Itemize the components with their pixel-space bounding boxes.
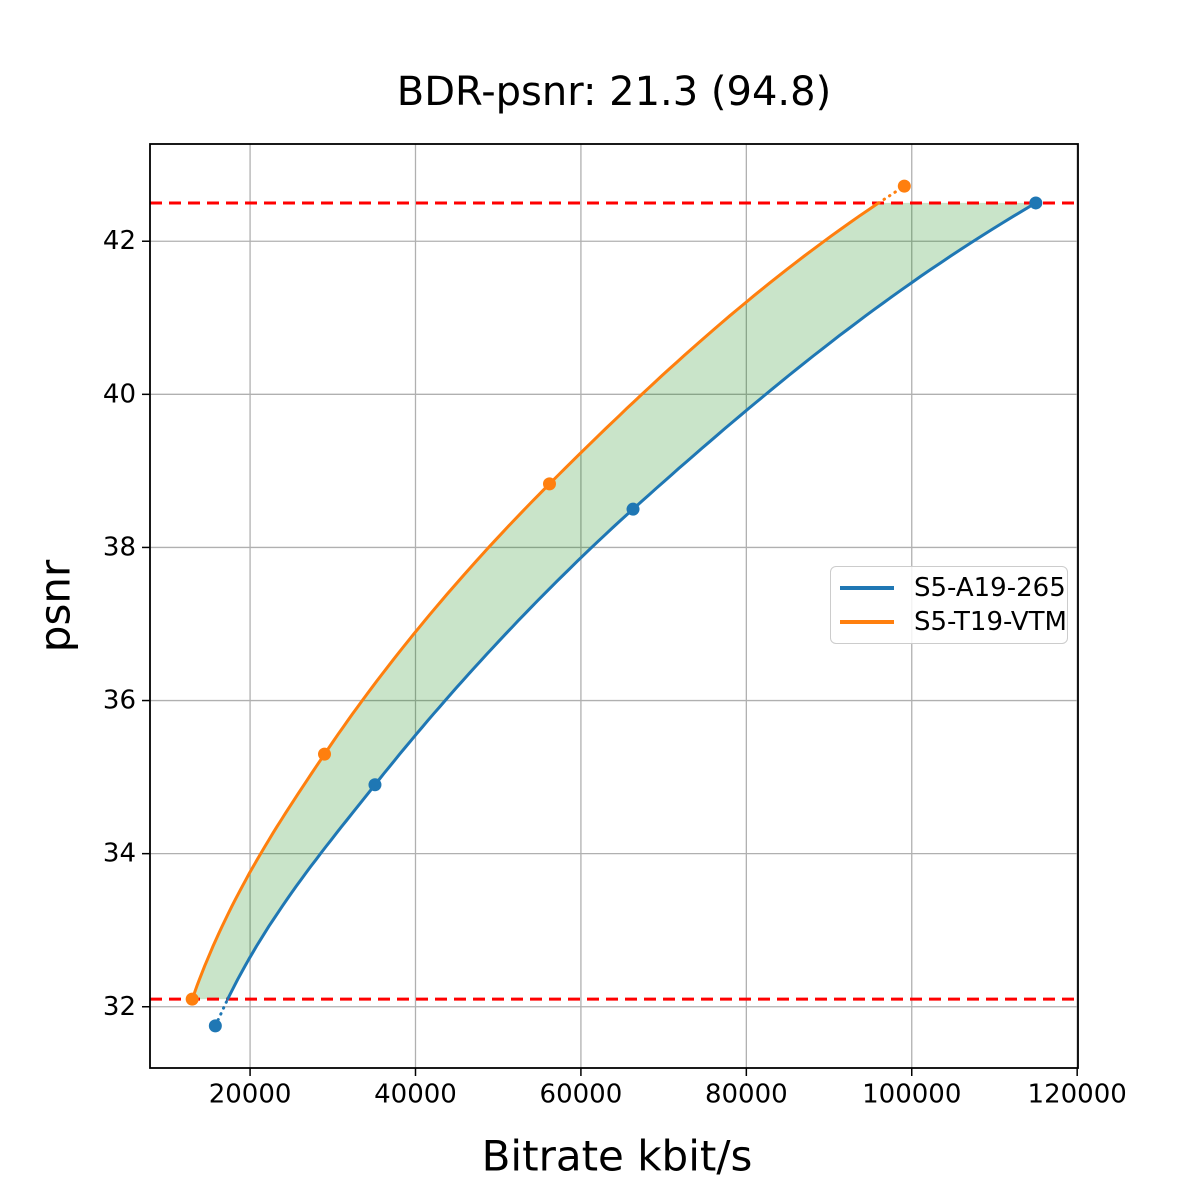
data-point-marker [368, 778, 382, 792]
legend: S5-A19-265 S5-T19-VTM [830, 566, 1068, 644]
chart-title: BDR-psnr: 21.3 (94.8) [396, 69, 832, 115]
data-point-marker [208, 1019, 222, 1033]
x-tick-label: 40000 [374, 1079, 457, 1109]
y-tick-label: 38 [103, 532, 136, 562]
y-tick-label: 40 [103, 379, 136, 409]
legend-item: S5-T19-VTM [840, 609, 1067, 635]
data-point-marker [185, 992, 199, 1006]
legend-label: S5-A19-265 [914, 573, 1066, 603]
y-tick-label: 36 [103, 686, 136, 716]
series-curve [226, 201, 1038, 1001]
legend-line-sample [840, 620, 894, 624]
x-axis-label: Bitrate kbit/s [481, 1131, 753, 1181]
legend-line-sample [840, 586, 894, 590]
y-tick-label: 32 [103, 992, 136, 1022]
legend-label: S5-T19-VTM [914, 607, 1067, 637]
x-tick-label: 100000 [862, 1079, 961, 1109]
y-tick-label: 42 [103, 226, 136, 256]
axes-spines [149, 143, 1079, 1069]
data-point-marker [897, 179, 911, 193]
data-point-marker [1029, 196, 1043, 210]
x-tick-label: 80000 [705, 1079, 788, 1109]
series-curve [190, 201, 881, 1001]
data-point-marker [626, 502, 640, 516]
data-point-marker [318, 747, 332, 761]
dotted-extension [213, 997, 230, 1028]
y-axis-label: psnr [30, 559, 80, 653]
x-tick-label: 60000 [540, 1079, 623, 1109]
x-tick-label: 120000 [1028, 1079, 1127, 1109]
x-tick-label: 20000 [209, 1079, 292, 1109]
data-point-marker [542, 477, 556, 491]
legend-item: S5-A19-265 [840, 575, 1067, 601]
y-tick-label: 34 [103, 839, 136, 869]
